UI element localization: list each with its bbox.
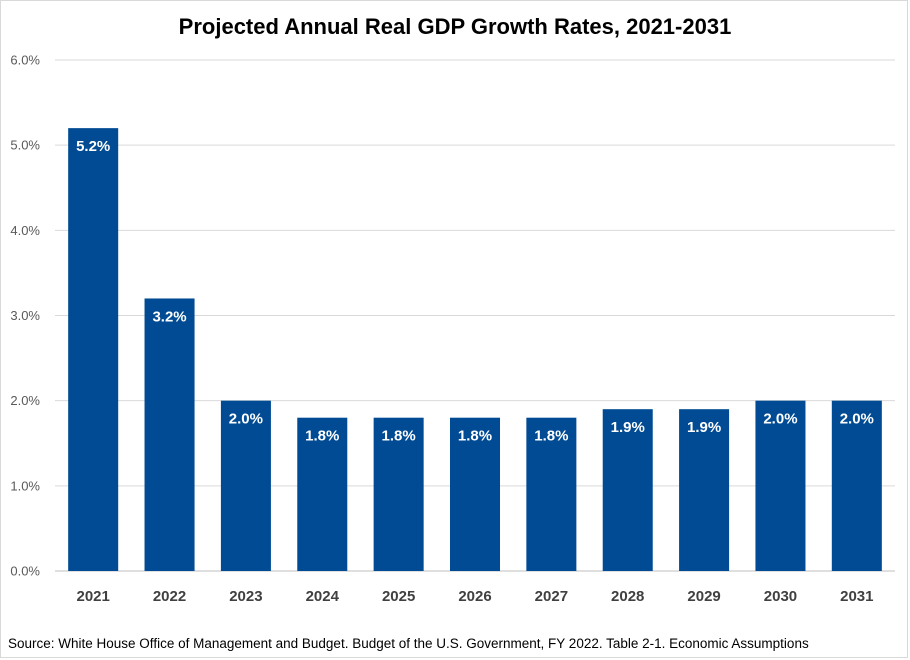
bar	[68, 128, 119, 571]
data-label: 1.9%	[687, 419, 721, 436]
data-label: 1.8%	[382, 428, 416, 445]
data-label: 1.9%	[611, 419, 645, 436]
x-tick-label: 2031	[840, 588, 873, 605]
data-label: 1.8%	[458, 428, 492, 445]
data-label: 2.0%	[229, 411, 263, 428]
bar	[449, 417, 501, 571]
bar	[602, 409, 653, 571]
x-tick-label: 2026	[458, 588, 491, 605]
data-label: 1.8%	[534, 428, 568, 445]
x-tick-label: 2023	[229, 588, 262, 605]
y-tick-label: 0.0%	[10, 564, 40, 579]
y-tick-label: 6.0%	[10, 53, 40, 68]
bar	[526, 417, 577, 571]
bar	[297, 417, 348, 571]
data-label: 1.8%	[305, 428, 339, 445]
x-tick-label: 2022	[153, 588, 186, 605]
y-tick-label: 2.0%	[10, 393, 40, 408]
y-tick-label: 1.0%	[10, 478, 40, 493]
bar	[373, 417, 424, 571]
x-tick-label: 2027	[535, 588, 568, 605]
y-tick-label: 5.0%	[10, 138, 40, 153]
y-tick-label: 4.0%	[10, 223, 40, 238]
y-tick-label: 3.0%	[10, 308, 40, 323]
x-tick-label: 2030	[764, 588, 797, 605]
x-tick-label: 2029	[687, 588, 720, 605]
x-tick-label: 2021	[76, 588, 109, 605]
chart-title: Projected Annual Real GDP Growth Rates, …	[178, 14, 732, 39]
bar	[679, 409, 730, 571]
x-tick-label: 2025	[382, 588, 415, 605]
bar	[220, 400, 271, 571]
data-label: 3.2%	[152, 308, 186, 325]
bar	[144, 298, 195, 571]
data-label: 5.2%	[76, 138, 110, 155]
bar	[755, 400, 806, 571]
x-tick-label: 2028	[611, 588, 644, 605]
data-label: 2.0%	[763, 411, 797, 428]
x-tick-label: 2024	[306, 588, 340, 605]
bar	[831, 400, 882, 571]
source-note: Source: White House Office of Management…	[8, 636, 809, 651]
data-label: 2.0%	[840, 411, 874, 428]
